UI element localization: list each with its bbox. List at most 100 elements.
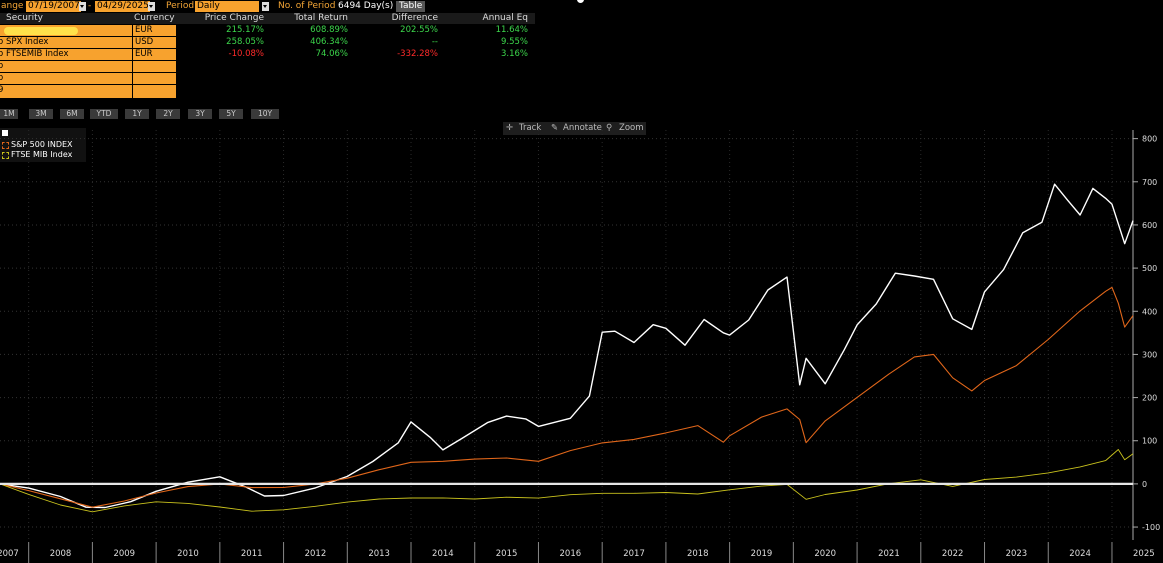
range-button-3y[interactable]: 3Y: [188, 109, 212, 119]
x-tick-label: 2013: [368, 549, 390, 559]
start-date-field[interactable]: 07/19/2007: [26, 1, 81, 12]
x-tick-label: 2007: [0, 549, 19, 559]
x-tick-label: 2022: [942, 549, 964, 559]
x-tick-label: 2018: [687, 549, 709, 559]
y-tick-label: 0: [1142, 480, 1147, 489]
x-tick-label: 2016: [560, 549, 582, 559]
y-tick-label: 800: [1142, 135, 1157, 144]
table-header-row: [0, 13, 535, 24]
x-tick-label: 2023: [1006, 549, 1028, 559]
y-tick-label: 600: [1142, 221, 1157, 230]
price-change-cell: 215.17%: [226, 25, 264, 35]
table-button[interactable]: Table: [396, 1, 426, 12]
x-tick-label: 2025: [1133, 549, 1155, 559]
currency-cell[interactable]: EUR: [135, 49, 153, 59]
y-tick-label: 400: [1142, 307, 1157, 316]
x-tick-label: 2010: [177, 549, 199, 559]
annual-eq-cell: 11.64%: [495, 25, 528, 35]
security-input-block[interactable]: [0, 25, 176, 98]
header-price-change[interactable]: Price Change: [204, 13, 264, 23]
x-tick-label: 2009: [113, 549, 135, 559]
row-marker: 9: [0, 85, 4, 95]
total-return-cell: 608.89%: [310, 25, 348, 35]
row-divider: [0, 72, 176, 73]
period-dropdown-icon[interactable]: [262, 2, 269, 11]
x-tick-label: 2019: [751, 549, 773, 559]
column-divider: [132, 25, 133, 98]
end-date-field[interactable]: 04/29/2025: [95, 1, 150, 12]
y-tick-label: 100: [1142, 437, 1157, 446]
date-separator: -: [88, 1, 92, 11]
row-marker: o: [0, 61, 4, 71]
crosshair-icon[interactable]: ✛: [506, 123, 514, 133]
row-divider: [0, 48, 176, 49]
range-button-ytd[interactable]: YTD: [90, 109, 118, 119]
header-currency[interactable]: Currency: [134, 13, 175, 23]
row-marker: o: [0, 49, 4, 59]
track-button[interactable]: Track: [519, 123, 542, 133]
row-marker: o: [0, 73, 4, 83]
annual-eq-cell: 3.16%: [500, 49, 528, 59]
range-button-5y[interactable]: 5Y: [219, 109, 243, 119]
currency-cell[interactable]: USD: [135, 37, 154, 47]
series-line-white: [0, 183, 1134, 509]
num-periods-label: No. of Period: [278, 1, 336, 11]
performance-chart[interactable]: 800 700 600 500 400 300 200 100 0 -100 2007 2008 200…: [0, 120, 1163, 563]
currency-cell[interactable]: EUR: [135, 25, 153, 35]
x-tick-label: 2014: [432, 549, 454, 559]
range-label: ange: [1, 1, 24, 11]
difference-cell: -332.28%: [397, 49, 438, 59]
header-total-return[interactable]: Total Return: [294, 13, 348, 23]
x-tick-label: 2008: [50, 549, 72, 559]
legend-label-spx: S&P 500 INDEX: [11, 140, 73, 149]
row-divider: [0, 36, 176, 37]
security-cell[interactable]: FTSEMIB Index: [6, 49, 69, 59]
num-periods-value: 6494 Day(s): [338, 1, 394, 11]
x-tick-label: 2021: [878, 549, 900, 559]
top-control-bar: ange 07/19/2007 - 04/29/2025 Period Dail…: [0, 0, 1163, 13]
total-return-cell: 406.34%: [310, 37, 348, 47]
row-divider: [0, 84, 176, 85]
x-tick-label: 2024: [1069, 549, 1091, 559]
security-cell[interactable]: SPX Index: [6, 37, 49, 47]
legend-swatch-ftse: [2, 152, 9, 159]
chart-legend: [0, 128, 86, 162]
difference-cell: --: [431, 37, 438, 47]
x-tick-label: 2020: [814, 549, 836, 559]
range-button-6m[interactable]: 6M: [60, 109, 84, 119]
range-button-1y[interactable]: 1Y: [125, 109, 149, 119]
legend-swatch-spx: [2, 142, 9, 149]
chart-toolbar: [503, 122, 646, 135]
x-tick-label: 2012: [305, 549, 327, 559]
price-change-cell: 258.05%: [226, 37, 264, 47]
period-select[interactable]: Daily: [195, 1, 259, 12]
range-button-1m[interactable]: 1M: [0, 109, 18, 119]
annotate-button[interactable]: Annotate: [563, 123, 602, 133]
start-date-dropdown-icon[interactable]: [79, 2, 86, 11]
row-marker: o: [0, 37, 4, 47]
y-tick-label: 300: [1142, 350, 1157, 359]
header-security[interactable]: Security: [6, 13, 43, 23]
range-button-3m[interactable]: 3M: [29, 109, 53, 119]
magnifier-icon[interactable]: ⚲: [606, 123, 613, 133]
end-date-dropdown-icon[interactable]: [148, 2, 155, 11]
legend-label-ftse: FTSE MIB Index: [11, 150, 73, 159]
legend-swatch-white: [2, 130, 8, 136]
range-button-2y[interactable]: 2Y: [156, 109, 180, 119]
x-tick-label: 2011: [241, 549, 263, 559]
x-tick-label: 2015: [496, 549, 518, 559]
x-tick-label: 2017: [623, 549, 645, 559]
series-line-ftse: [0, 449, 1134, 513]
difference-cell: 202.55%: [400, 25, 438, 35]
header-difference[interactable]: Difference: [391, 13, 438, 23]
range-button-10y[interactable]: 10Y: [251, 109, 279, 119]
zoom-button[interactable]: Zoom: [619, 123, 644, 133]
y-tick-label: -100: [1142, 523, 1160, 532]
pencil-icon[interactable]: ✎: [551, 123, 559, 133]
annual-eq-cell: 9.55%: [500, 37, 528, 47]
price-change-cell: -10.08%: [228, 49, 264, 59]
y-tick-label: 500: [1142, 264, 1157, 273]
y-tick-label: 200: [1142, 394, 1157, 403]
header-annual-eq[interactable]: Annual Eq: [482, 13, 528, 23]
cursor-dot-icon: [577, 0, 584, 3]
